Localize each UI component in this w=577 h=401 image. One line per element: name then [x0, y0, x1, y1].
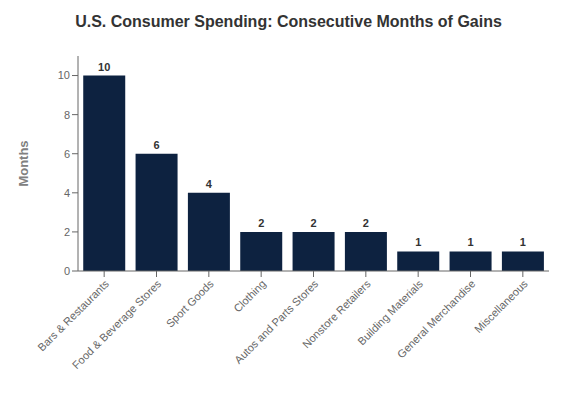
svg-text:2: 2 — [311, 217, 317, 229]
svg-text:General Merchandise: General Merchandise — [395, 277, 478, 360]
svg-text:Sport Goods: Sport Goods — [164, 277, 217, 330]
svg-text:10: 10 — [58, 69, 70, 81]
svg-text:10: 10 — [98, 61, 110, 73]
svg-text:1: 1 — [468, 236, 474, 248]
svg-text:8: 8 — [64, 109, 70, 121]
svg-text:Clothing: Clothing — [231, 277, 268, 314]
html-text:U.S. Consumer Spending: Consec: U.S. Consumer Spending: Consecutive Mont… — [75, 13, 502, 30]
svg-text:Nonstore Retailers: Nonstore Retailers — [299, 277, 373, 351]
svg-text:Miscellaneous: Miscellaneous — [472, 277, 530, 335]
svg-text:Bars & Restaurants: Bars & Restaurants — [35, 277, 112, 354]
svg-text:Food & Beverage Stores: Food & Beverage Stores — [70, 277, 164, 371]
svg-text:Autos and Parts Stores: Autos and Parts Stores — [232, 277, 321, 366]
svg-text:6: 6 — [64, 148, 70, 160]
svg-text:Months: Months — [16, 140, 31, 186]
svg-text:Building Materials: Building Materials — [355, 277, 426, 348]
svg-text:0: 0 — [64, 265, 70, 277]
svg-text:2: 2 — [258, 217, 264, 229]
svg-text:6: 6 — [154, 139, 160, 151]
svg-text:1: 1 — [520, 236, 526, 248]
svg-text:4: 4 — [64, 187, 70, 199]
svg-text:2: 2 — [64, 226, 70, 238]
svg-text:1: 1 — [415, 236, 421, 248]
svg-text:4: 4 — [206, 178, 213, 190]
svg-text:2: 2 — [363, 217, 369, 229]
